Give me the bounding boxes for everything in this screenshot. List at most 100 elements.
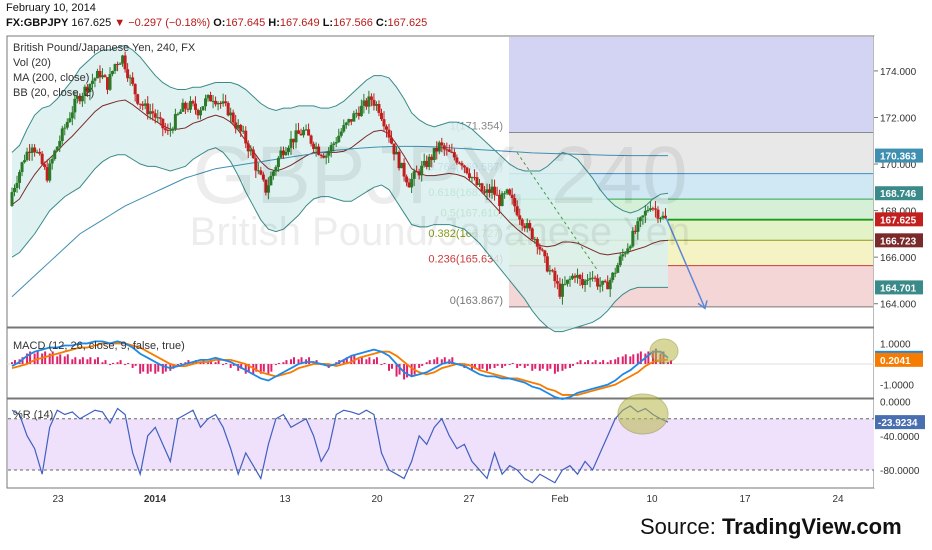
candle-body [319, 154, 323, 156]
candle-body [540, 249, 544, 251]
candle-body [292, 138, 296, 143]
candle-body [583, 280, 587, 286]
candle-body [309, 135, 313, 144]
candle-body [148, 111, 152, 115]
candle-body [377, 104, 381, 113]
candle-body [631, 230, 635, 247]
candle-body [553, 270, 557, 282]
candle-body [281, 150, 285, 156]
candle-body [581, 278, 585, 286]
candle-body [618, 256, 622, 266]
candle-body [523, 225, 527, 229]
price-tag-bg [875, 186, 923, 201]
candle-body [216, 102, 220, 105]
candle-body [576, 274, 580, 278]
candle-body [382, 119, 386, 127]
candle-body [601, 280, 605, 285]
pctr-tag-bg [875, 415, 925, 430]
macd-pane [6, 327, 875, 399]
candle-body [400, 162, 404, 169]
pctr-y-tick-label: -40.0000 [880, 432, 920, 443]
candle-body [297, 130, 301, 134]
candle-body [550, 270, 554, 272]
candle-body [591, 277, 595, 279]
candle-body [548, 270, 552, 272]
candle-body [131, 77, 135, 84]
candle-body [483, 191, 487, 193]
candle-body [384, 126, 388, 130]
candle-body [264, 179, 268, 193]
candle-body [299, 133, 303, 136]
candle-body [616, 265, 620, 273]
candle-body [430, 156, 434, 160]
candle-body [143, 103, 147, 106]
candle-body [628, 246, 632, 249]
candle-body [359, 105, 363, 117]
candle-body [146, 103, 150, 115]
candle-body [407, 182, 411, 188]
candle-body [450, 151, 454, 153]
candle-body [244, 130, 248, 144]
candle-body [317, 146, 321, 155]
candle-body [342, 125, 346, 132]
candle-body [349, 119, 353, 122]
candle-body [121, 55, 125, 64]
source-prefix: Source: [640, 514, 722, 539]
candle-body [73, 98, 77, 113]
price-tag-bg [875, 212, 923, 227]
candle-body [25, 151, 29, 161]
candle-body [116, 64, 120, 66]
candle-body [533, 238, 537, 240]
candle-body [357, 112, 361, 117]
candle-body [405, 176, 409, 183]
candle-body [570, 275, 574, 279]
candle-body [417, 171, 421, 176]
candle-body [598, 284, 602, 287]
candle-body [85, 86, 89, 93]
candle-body [437, 142, 441, 152]
candle-body [387, 129, 391, 138]
candle-body [302, 129, 306, 136]
price-tag: 168.746 [880, 189, 917, 200]
candle-body [525, 223, 529, 229]
candle-body [573, 275, 577, 278]
x-tick-label: 20 [371, 494, 383, 505]
candle-body [658, 218, 662, 220]
candle-body [329, 144, 333, 152]
candle-body [623, 253, 627, 255]
candle-body [156, 117, 160, 119]
candle-body [224, 101, 228, 103]
macd-y-tick-label: -1.0000 [880, 381, 914, 392]
candle-body [151, 111, 155, 114]
candle-body [163, 128, 167, 131]
candle-body [15, 182, 19, 188]
price-tag: 170.363 [880, 152, 917, 163]
candle-body [445, 149, 449, 151]
candle-body [70, 112, 74, 119]
candle-body [171, 129, 175, 131]
candle-body [214, 100, 218, 105]
forecast-arrow-head [697, 300, 708, 310]
candle-body [183, 102, 187, 109]
candle-body [651, 208, 655, 210]
candle-body [510, 194, 514, 199]
price-change: ▼ −0.297 (−0.18%) [114, 17, 211, 29]
pctr-title: %R (14) [13, 409, 53, 421]
candle-body [374, 104, 378, 106]
candle-body [410, 178, 414, 188]
x-tick-label: 17 [739, 494, 751, 505]
candle-body [193, 103, 197, 110]
candle-body [636, 221, 640, 232]
candle-body [535, 238, 539, 247]
candle-body [518, 215, 522, 220]
candle-body [90, 80, 94, 85]
candle-body [35, 151, 39, 153]
date-label: February 10, 2014 [6, 2, 96, 14]
candle-body [186, 108, 190, 110]
close-value: 167.625 [387, 17, 428, 29]
fib-zone-top [509, 37, 873, 133]
candle-body [490, 186, 494, 193]
candle-body [455, 157, 459, 163]
candle-body [108, 74, 112, 90]
